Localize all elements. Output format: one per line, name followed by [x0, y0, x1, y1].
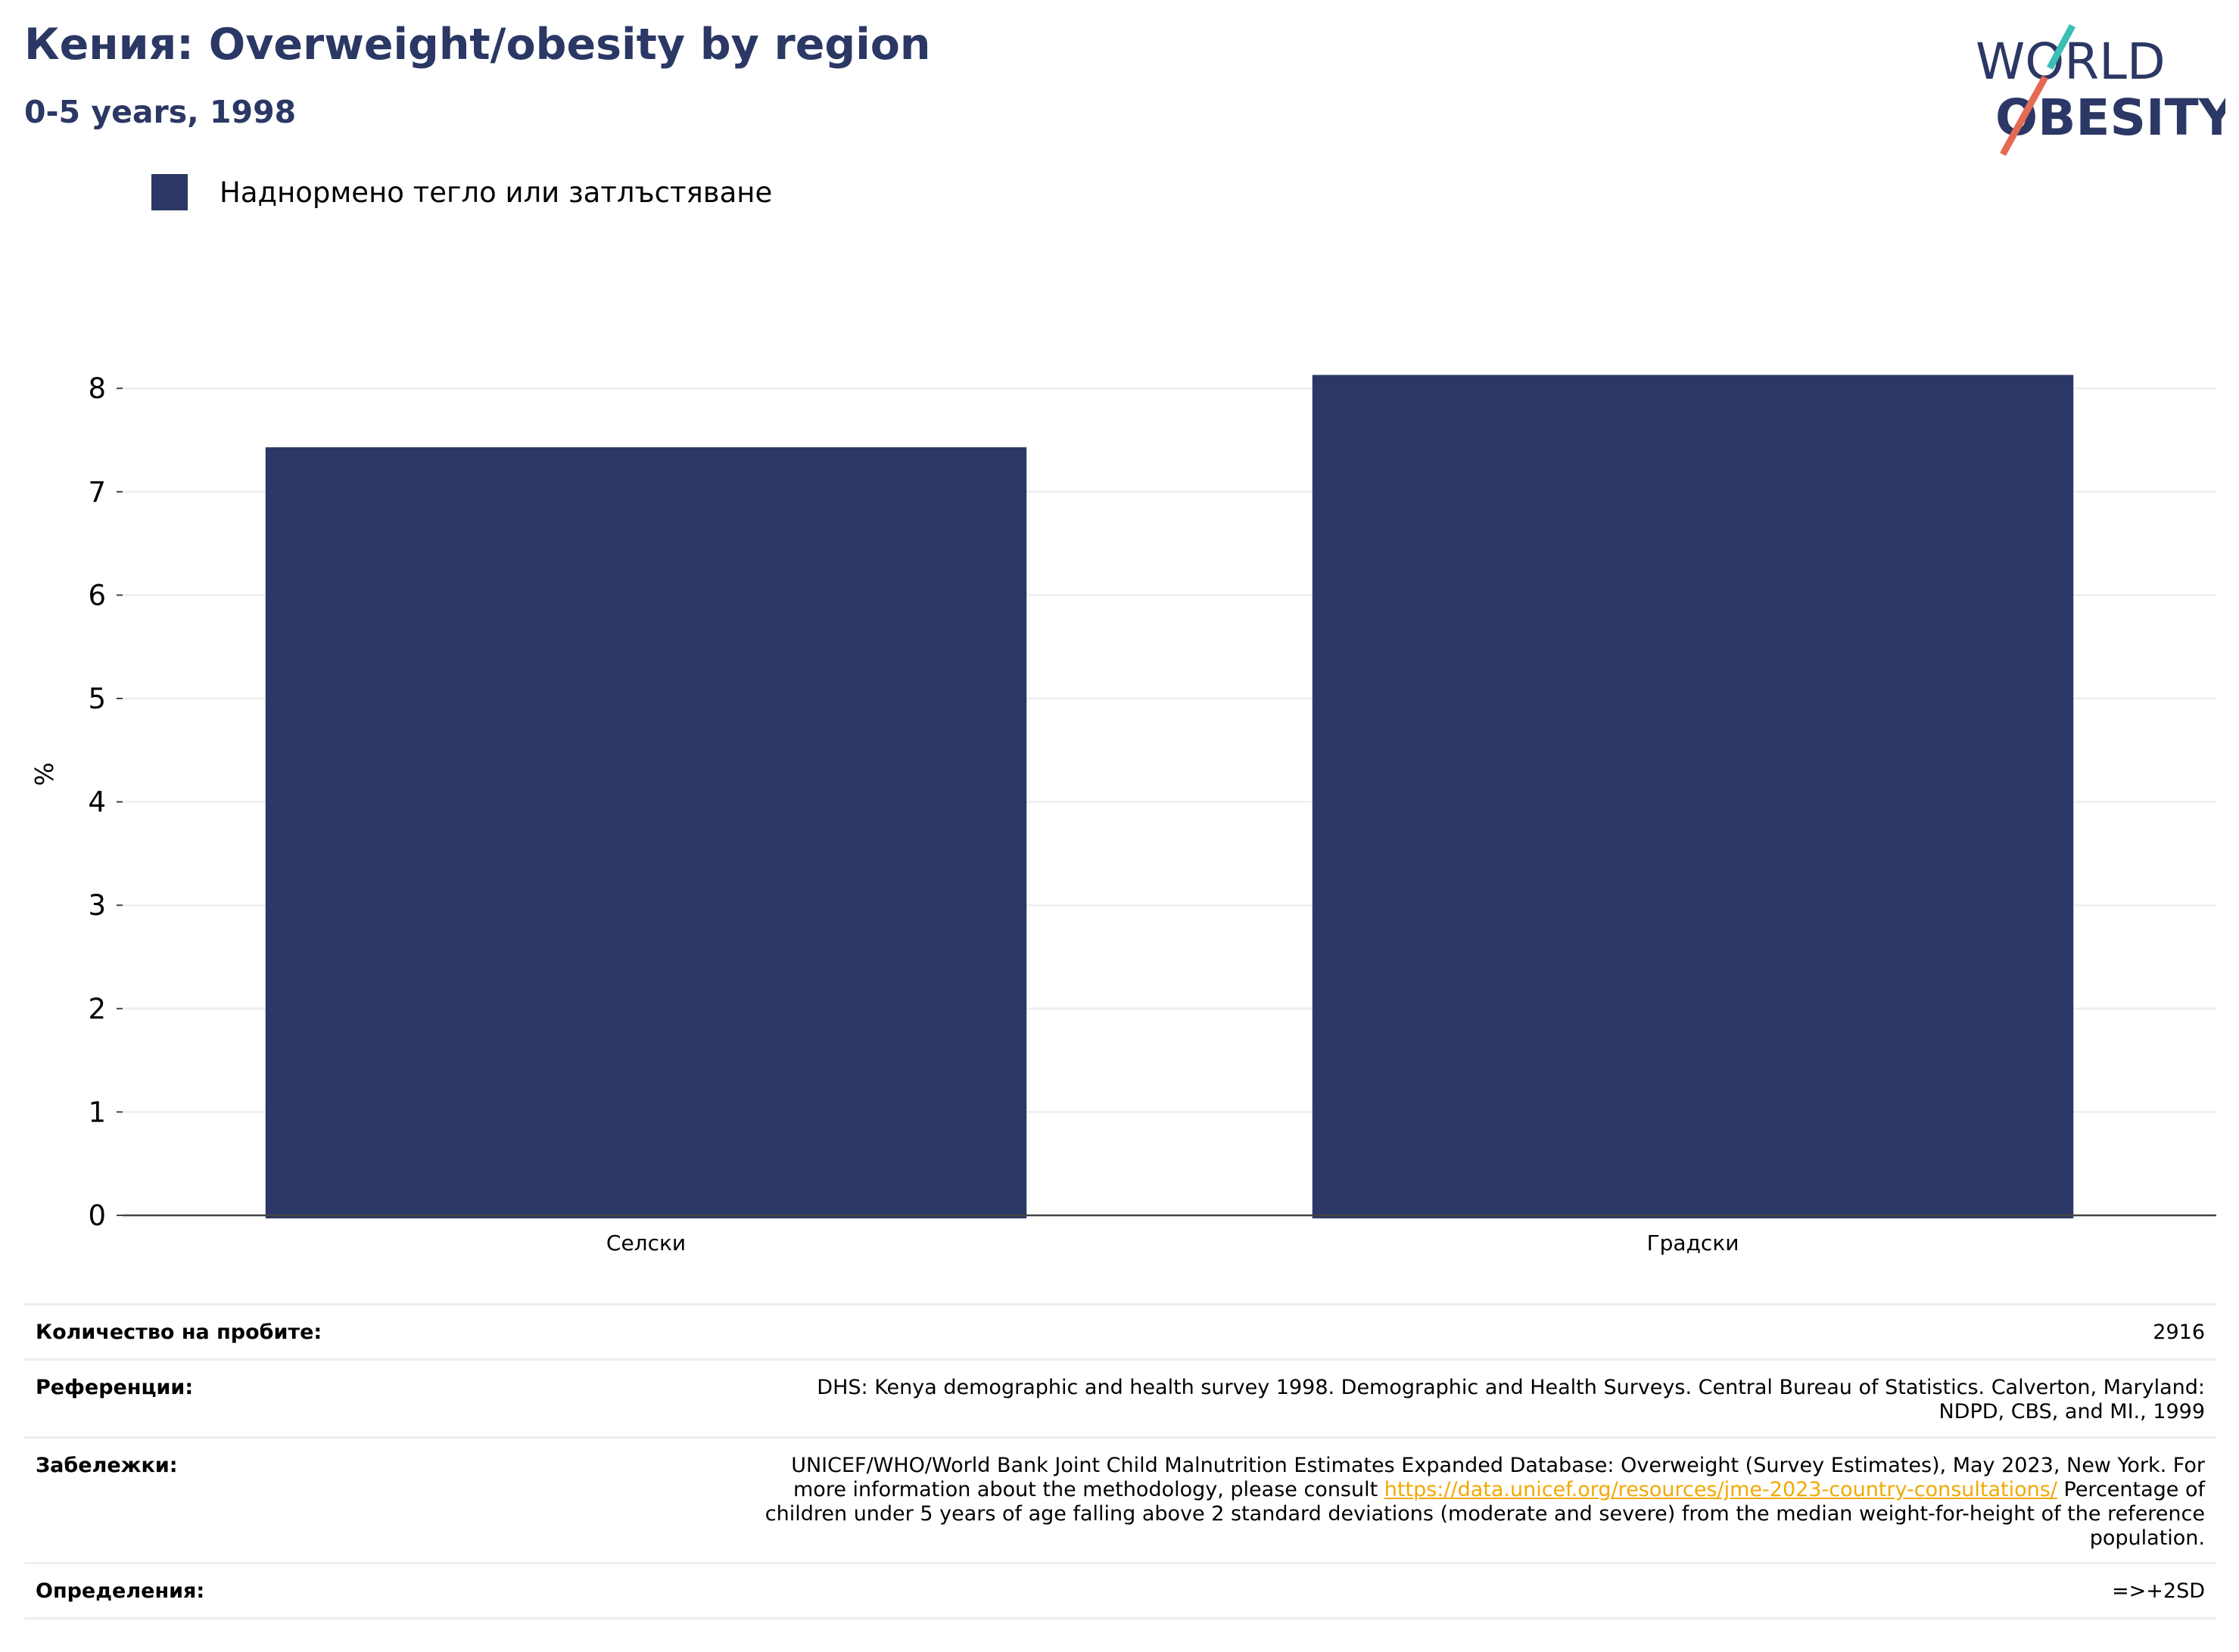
legend-label: Наднормено тегло или затлъстяване	[220, 176, 773, 209]
y-tick-label: 0	[88, 1199, 106, 1232]
y-tick-label: 7	[88, 476, 106, 509]
definitions-value: =>+2SD	[2112, 1579, 2205, 1603]
references-row: Референции: DHS: Kenya demographic and h…	[24, 1358, 2216, 1436]
y-tick-label: 5	[88, 683, 106, 715]
sample-size-label: Количество на пробите:	[36, 1321, 322, 1344]
chart-legend: Наднормено тегло или затлъстяване	[151, 174, 772, 210]
notes-line-4: population.	[2089, 1526, 2205, 1550]
bar-2	[1312, 375, 2074, 1218]
y-tick-label: 3	[88, 889, 106, 922]
y-tick-label: 6	[88, 579, 106, 611]
y-axis-ticks: 0 1 2 3 4 5 6 7 8	[88, 372, 123, 1232]
y-axis-label: %	[30, 762, 59, 786]
info-table: Количество на пробите: 2916 Референции: …	[24, 1303, 2216, 1619]
y-tick-label: 8	[88, 372, 106, 405]
notes-row: Забележки: UNICEF/WHO/World Bank Joint C…	[24, 1436, 2216, 1562]
x-tick-label: Градски	[1647, 1230, 1739, 1255]
x-tick-label: Селски	[606, 1230, 686, 1255]
y-tick-label: 4	[88, 786, 106, 819]
definitions-row: Определения: =>+2SD	[24, 1562, 2216, 1619]
y-tick-label: 2	[88, 993, 106, 1025]
references-line-1: DHS: Kenya demographic and health survey…	[817, 1376, 2205, 1399]
logo-slash-teal	[2047, 23, 2076, 70]
sample-size-row: Количество на пробите: 2916	[24, 1303, 2216, 1358]
notes-line-2-post: Percentage of	[2057, 1478, 2206, 1501]
notes-line-1: UNICEF/WHO/World Bank Joint Child Malnut…	[791, 1454, 2205, 1477]
methodology-link[interactable]: https://data.unicef.org/resources/jme-20…	[1384, 1478, 2057, 1501]
bar-1	[265, 447, 1027, 1218]
references-value: DHS: Kenya demographic and health survey…	[24, 1361, 2216, 1424]
bars	[265, 375, 2074, 1218]
logo-word-world: WORLD	[1976, 33, 2166, 91]
notes-line-2: more information about the methodology, …	[24, 1478, 2205, 1502]
sample-size-value: 2916	[2153, 1321, 2205, 1344]
notes-line-3: children under 5 years of age falling ab…	[764, 1502, 2205, 1526]
chart-subtitle: 0-5 years, 1998	[24, 94, 297, 130]
notes-value: UNICEF/WHO/World Bank Joint Child Malnut…	[24, 1439, 2216, 1551]
x-axis-ticks: Селски Градски	[606, 1230, 1739, 1255]
definitions-label: Определения:	[36, 1579, 205, 1603]
notes-label: Забележки:	[36, 1454, 178, 1477]
bar-chart: 0 1 2 3 4 5 6 7 8 Селски Градски %	[30, 372, 2216, 1255]
notes-line-2-pre: more information about the methodology, …	[793, 1478, 1384, 1501]
chart-title: Кения: Overweight/obesity by region	[24, 20, 931, 70]
legend-swatch	[151, 174, 188, 210]
references-line-2: NDPD, CBS, and MI., 1999	[1938, 1400, 2205, 1423]
world-obesity-logo: WORLD OBESITY	[1976, 23, 2225, 157]
y-tick-label: 1	[88, 1096, 106, 1128]
logo-slash-coral	[2000, 75, 2048, 157]
references-label: Референции:	[36, 1376, 194, 1399]
